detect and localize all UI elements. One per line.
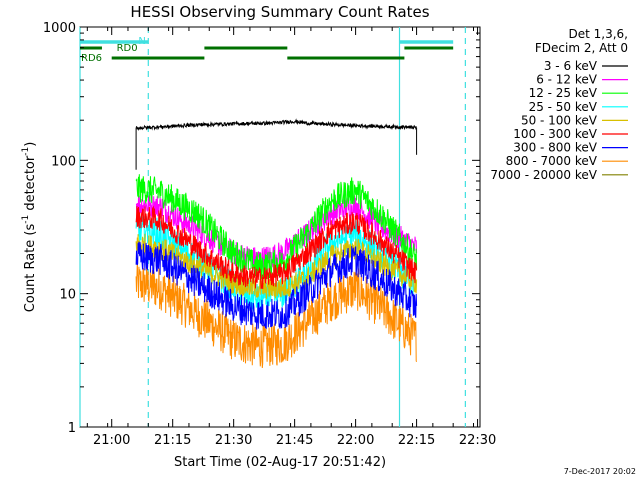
y-tick-label-0: 1	[68, 421, 76, 436]
legend-label-6: 300 - 800 keV	[513, 141, 597, 155]
legend-label-4: 50 - 100 keV	[521, 113, 598, 127]
date-stamp: 7-Dec-2017 20:02	[564, 467, 636, 476]
rd0-label: RD0	[117, 43, 138, 54]
y-axis: 1 10 100 1000	[43, 21, 480, 436]
series-line-7	[135, 261, 418, 369]
series-line-2	[135, 174, 418, 280]
series-line-5	[135, 205, 418, 290]
legend-label-0: 3 - 6 keV	[544, 59, 598, 73]
legend-header-line-2: FDecim 2, Att 0	[535, 41, 628, 55]
y-tick-label-3: 1000	[43, 21, 76, 36]
y-axis-label: Count Rate (s-1 detector-1)	[21, 142, 38, 313]
legend-label-3: 25 - 50 keV	[529, 100, 598, 114]
chart-title: HESSI Observing Summary Count Rates	[130, 3, 429, 21]
series-line-6	[135, 241, 418, 330]
x-tick-label-3: 21:45	[276, 433, 313, 448]
legend-label-8: 7000 - 20000 keV	[490, 168, 597, 182]
legend-header-line-1: Det 1,3,6,	[569, 27, 629, 41]
y-tick-label-2: 100	[51, 154, 76, 169]
series-line-1	[135, 194, 418, 272]
y-tick-label-1: 10	[59, 288, 76, 303]
x-tick-label-0: 21:00	[93, 433, 130, 448]
x-tick-label-6: 22:30	[459, 433, 496, 448]
x-tick-label-1: 21:15	[154, 433, 191, 448]
x-axis: 21:00 21:15 21:30 21:45 22:00 22:15 22:30	[86, 27, 496, 448]
legend-label-2: 12 - 25 keV	[529, 86, 598, 100]
legend-label-1: 6 - 12 keV	[536, 73, 598, 87]
x-tick-label-5: 22:15	[398, 433, 435, 448]
rd6-label: RD6	[81, 53, 102, 64]
x-axis-label: Start Time (02-Aug-17 20:51:42)	[174, 455, 386, 470]
series-group	[135, 118, 418, 369]
series-line-0	[135, 118, 417, 132]
x-tick-label-4: 22:00	[337, 433, 374, 448]
legend-label-5: 100 - 300 keV	[513, 127, 597, 141]
legend-label-7: 800 - 7000 keV	[506, 154, 598, 168]
night-label: N	[138, 36, 145, 47]
x-tick-label-2: 21:30	[215, 433, 252, 448]
